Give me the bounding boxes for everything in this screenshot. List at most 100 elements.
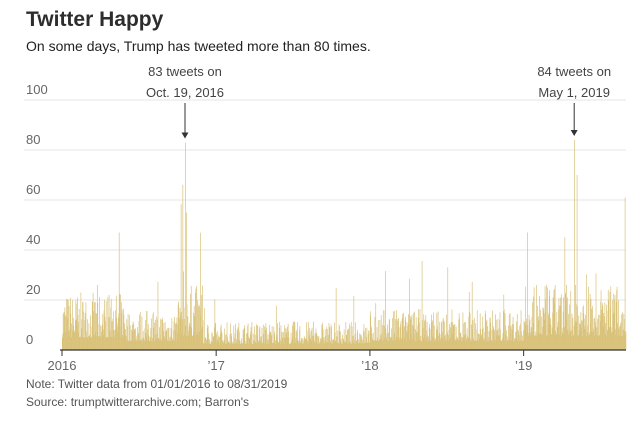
daily-tweet-bar <box>102 313 104 350</box>
daily-tweet-bar <box>535 331 537 350</box>
daily-tweet-bar <box>467 337 469 350</box>
daily-tweet-bar <box>520 310 522 350</box>
daily-tweet-bar <box>621 335 623 350</box>
daily-tweet-bar <box>428 336 429 350</box>
daily-tweet-bar <box>387 324 388 350</box>
daily-tweet-bar <box>433 325 435 350</box>
daily-tweet-bar <box>283 325 285 350</box>
daily-tweet-bar <box>280 325 282 350</box>
daily-tweet-bar <box>227 339 229 350</box>
daily-tweet-bar <box>388 318 390 350</box>
daily-tweet-bar <box>227 336 228 350</box>
daily-tweet-bar <box>456 336 458 350</box>
daily-tweet-bar <box>106 336 107 350</box>
daily-tweet-bar <box>384 338 385 350</box>
daily-tweet-bar <box>455 326 457 350</box>
daily-tweet-bar <box>97 303 99 350</box>
daily-tweet-bar <box>83 337 85 350</box>
daily-tweet-bar <box>385 339 387 350</box>
daily-tweet-bar <box>469 313 471 350</box>
daily-tweet-bar <box>499 320 500 350</box>
daily-tweet-bar <box>622 312 623 350</box>
daily-tweet-bar <box>610 286 612 350</box>
daily-tweet-bar <box>414 334 416 350</box>
daily-tweet-bar <box>209 338 210 350</box>
daily-tweet-bar <box>363 330 364 350</box>
daily-tweet-bar <box>424 319 426 350</box>
daily-tweet-bar <box>228 341 230 350</box>
daily-tweet-bar <box>132 321 134 350</box>
daily-tweet-bar <box>433 312 434 350</box>
daily-tweet-bar <box>144 328 146 350</box>
daily-tweet-bar <box>447 267 449 350</box>
daily-tweet-bar <box>485 314 487 350</box>
daily-tweet-bar <box>136 327 138 350</box>
daily-tweet-bar <box>308 342 310 350</box>
daily-tweet-bar <box>285 333 287 350</box>
daily-tweet-bar <box>316 343 318 350</box>
daily-tweet-bar <box>449 324 450 350</box>
daily-tweet-bar <box>488 331 490 350</box>
daily-tweet-bar <box>78 332 80 350</box>
daily-tweet-bar <box>489 339 490 350</box>
daily-tweet-bar <box>288 337 290 350</box>
annotation-date: May 1, 2019 <box>538 85 610 100</box>
daily-tweet-bar <box>164 339 166 350</box>
daily-tweet-bar <box>583 313 585 350</box>
daily-tweet-bar <box>94 335 96 350</box>
daily-tweet-bar <box>66 337 68 350</box>
daily-tweet-bar <box>458 319 460 350</box>
daily-tweet-bar <box>602 305 604 350</box>
daily-tweet-bar <box>503 294 505 350</box>
daily-tweet-bar <box>251 322 253 350</box>
daily-tweet-bar <box>620 322 622 350</box>
daily-tweet-bar <box>219 343 221 350</box>
daily-tweet-bar <box>342 334 343 350</box>
daily-tweet-bar <box>486 319 488 350</box>
daily-tweet-bar <box>448 329 450 350</box>
daily-tweet-bar <box>137 340 139 350</box>
daily-tweet-bar <box>609 291 611 350</box>
daily-tweet-bar <box>373 340 375 350</box>
daily-tweet-bar <box>366 342 368 350</box>
daily-tweet-bar <box>202 285 203 350</box>
daily-tweet-bar <box>547 287 548 350</box>
daily-tweet-bar <box>168 337 170 350</box>
daily-tweet-bar <box>397 337 398 350</box>
daily-tweet-bar <box>367 342 369 350</box>
daily-tweet-bar <box>115 295 117 350</box>
daily-tweet-bar <box>569 332 571 350</box>
daily-tweet-bar <box>317 335 318 350</box>
daily-tweet-bar <box>84 320 86 350</box>
daily-tweet-bar <box>259 328 260 350</box>
daily-tweet-bar <box>258 341 259 350</box>
daily-tweet-bar <box>508 340 510 350</box>
daily-tweet-bar <box>150 327 152 350</box>
daily-tweet-bar <box>624 318 626 350</box>
daily-tweet-bar <box>142 331 144 350</box>
daily-tweet-bar <box>323 337 325 350</box>
daily-tweet-bar <box>338 342 340 350</box>
daily-tweet-bar <box>93 334 95 350</box>
daily-tweet-bar <box>94 301 96 350</box>
daily-tweet-bar <box>517 329 519 350</box>
daily-tweet-bar <box>500 340 502 350</box>
daily-tweet-bar <box>63 332 64 350</box>
daily-tweet-bar <box>600 290 602 350</box>
daily-tweet-bar <box>266 327 267 350</box>
daily-tweet-bar <box>244 340 246 350</box>
daily-tweet-bar <box>105 321 107 350</box>
daily-tweet-bar <box>473 338 475 350</box>
daily-tweet-bar <box>285 328 286 350</box>
daily-tweet-bar <box>477 333 479 350</box>
daily-tweet-bar <box>432 321 434 350</box>
daily-tweet-bar <box>153 327 155 350</box>
daily-tweet-bar <box>219 336 220 350</box>
daily-tweet-bar <box>606 304 607 350</box>
daily-tweet-bar <box>615 329 617 350</box>
daily-tweet-bar <box>544 286 546 350</box>
daily-tweet-bar <box>334 332 336 350</box>
daily-tweet-bar <box>198 335 199 350</box>
x-tick-label: ’17 <box>207 358 224 373</box>
daily-tweet-bar <box>468 292 470 350</box>
